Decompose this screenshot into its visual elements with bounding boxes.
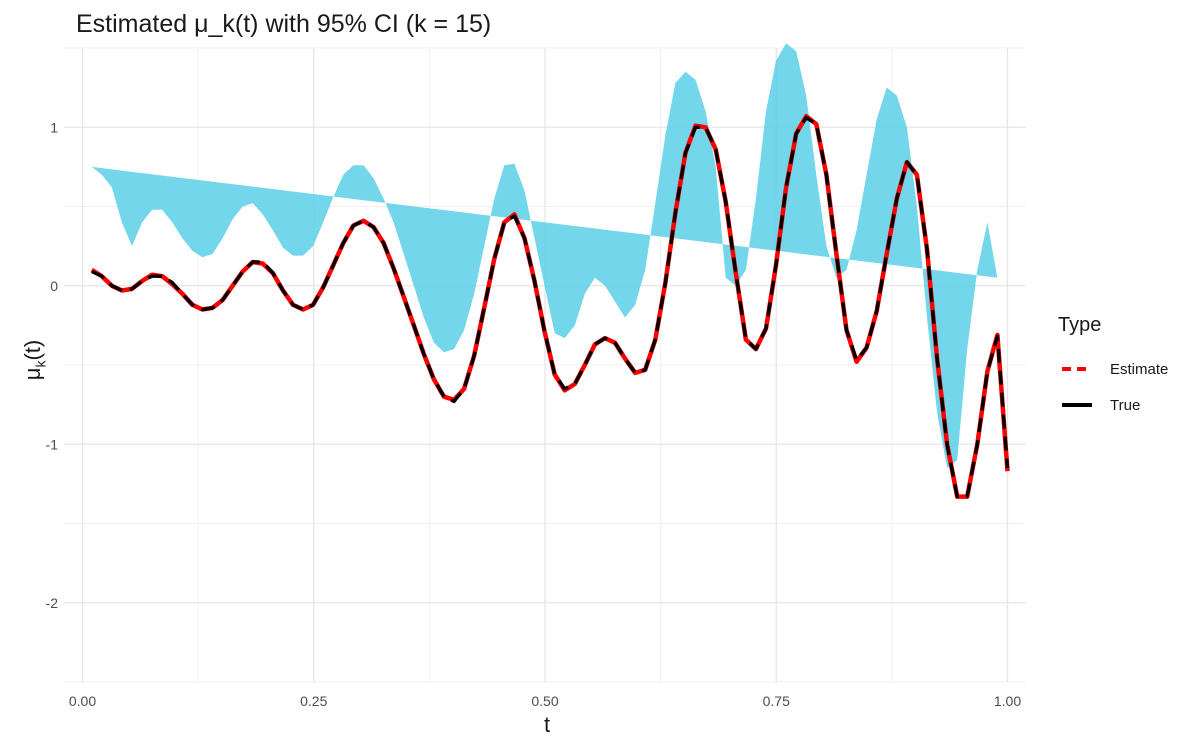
confidence-band-layer — [91, 43, 998, 468]
y-axis-title-main: μ — [20, 367, 45, 381]
x-tick-label: 0.50 — [531, 693, 558, 709]
legend-item-true: True — [1058, 387, 1198, 423]
y-tick-label: -1 — [46, 436, 59, 452]
series-line-true — [91, 116, 1010, 499]
legend-label-true: True — [1110, 396, 1141, 414]
x-tick-label: 0.25 — [300, 693, 327, 709]
legend-item-estimate: Estimate — [1058, 351, 1198, 387]
x-tick-label: 0.00 — [69, 693, 96, 709]
confidence-band — [91, 43, 998, 468]
x-tick-label: 1.00 — [994, 693, 1021, 709]
legend-key-true — [1062, 403, 1092, 407]
legend-label-estimate: Estimate — [1110, 360, 1169, 378]
legend-key-estimate — [1062, 367, 1092, 371]
y-axis-title-rest: (t) — [20, 339, 45, 361]
x-axis-title: t — [544, 712, 551, 737]
y-axis-title: μk(t) — [20, 330, 48, 390]
chart-title: Estimated μ_k(t) with 95% CI (k = 15) — [76, 10, 492, 38]
series-lines-layer — [90, 113, 1010, 499]
y-axis-ticks: -2 -1 0 1 — [46, 119, 59, 611]
legend-title: Type — [1058, 314, 1102, 336]
y-tick-label: -2 — [46, 595, 59, 611]
y-axis-title-sub: k — [32, 360, 49, 368]
x-axis-ticks: 0.00 0.25 0.50 0.75 1.00 — [69, 693, 1021, 709]
y-tick-label: 0 — [50, 278, 58, 294]
legend: Type Estimate True — [1058, 314, 1198, 423]
x-tick-label: 0.75 — [763, 693, 790, 709]
y-tick-label: 1 — [50, 119, 58, 135]
